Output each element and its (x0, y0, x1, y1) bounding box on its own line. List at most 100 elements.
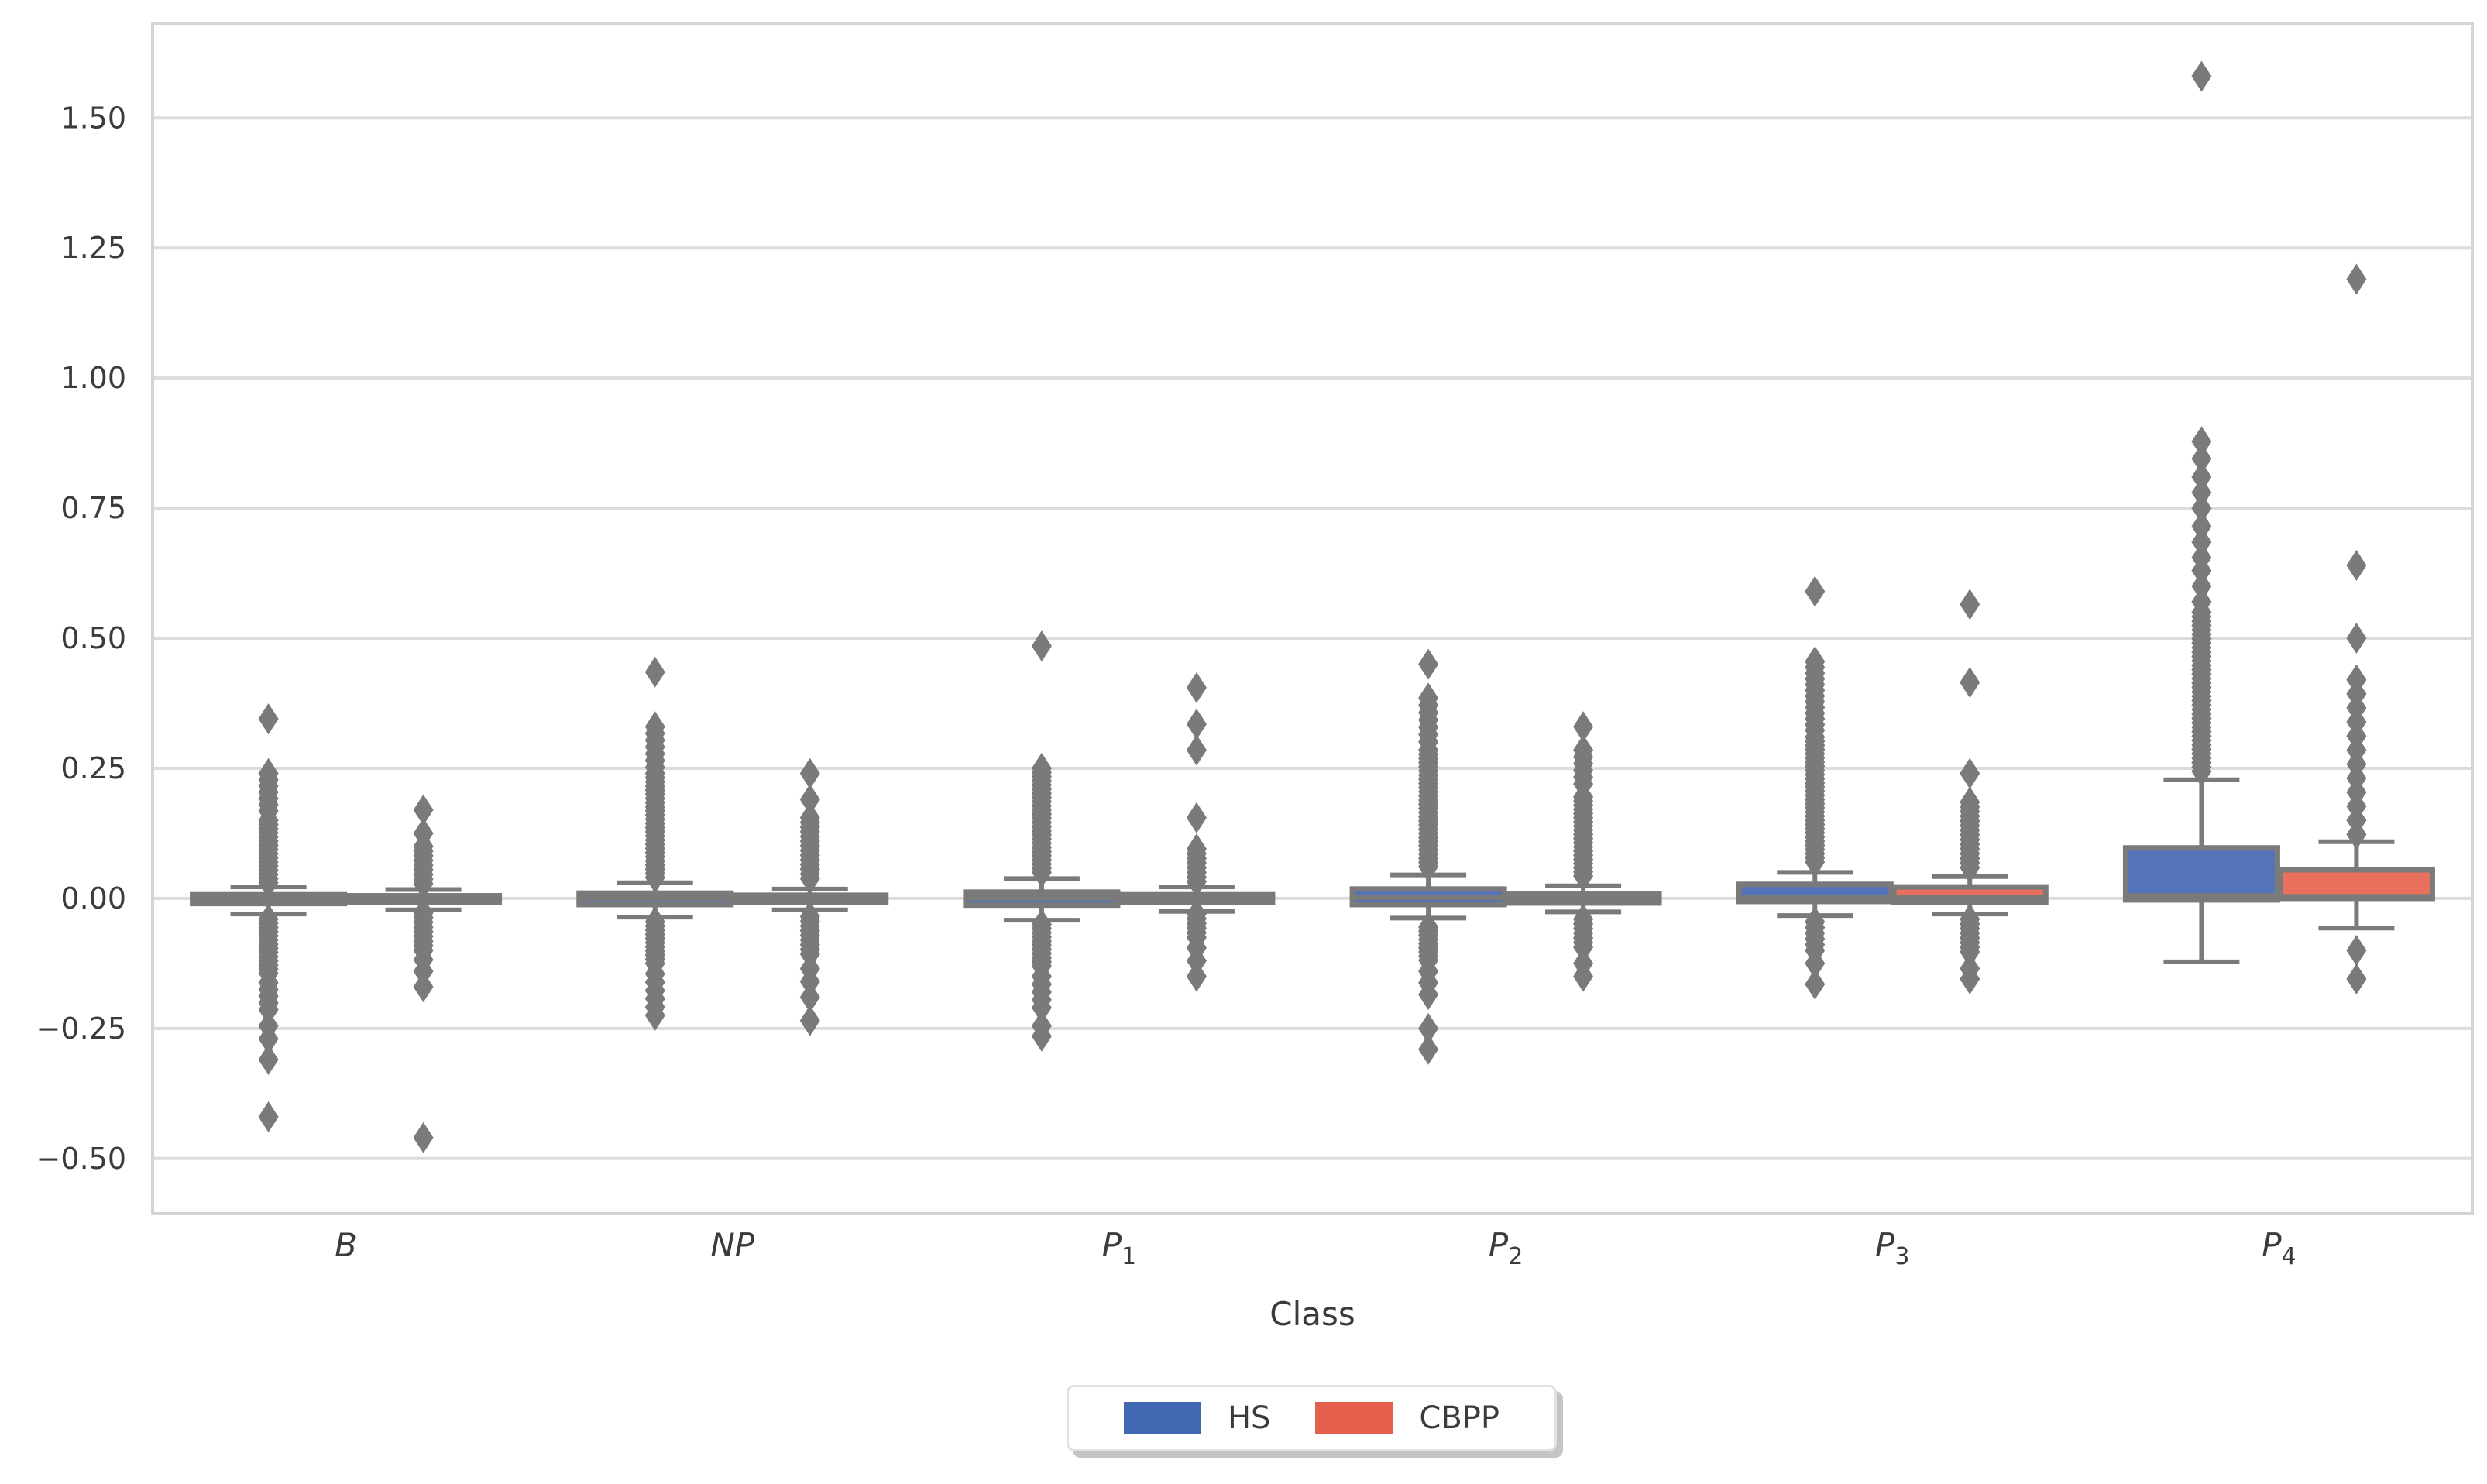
box-group-CBPP-P1 (1118, 672, 1276, 992)
flier-diamond (413, 868, 434, 900)
flier-diamond (2346, 263, 2367, 295)
flier-diamond (413, 794, 434, 826)
x-axis-title: Class (1269, 1295, 1355, 1333)
flier-diamond (1960, 936, 1980, 968)
flier-diamond (258, 1101, 279, 1133)
flier-diamond (1418, 1012, 1439, 1044)
flier-diamond (2191, 755, 2212, 787)
y-tick-label: 1.25 (60, 231, 126, 265)
flier-diamond (1805, 846, 1826, 878)
flier-diamond (1805, 575, 1826, 607)
box (2122, 845, 2280, 903)
box-group-CBPP-P4 (2277, 263, 2435, 995)
flier-diamond (1418, 850, 1439, 882)
flier-diamond (1186, 945, 1207, 977)
flier-diamond (1418, 1033, 1439, 1065)
flier-diamond (2346, 549, 2367, 581)
flier-diamond (1031, 630, 1052, 662)
flier-diamond (2191, 510, 2212, 542)
flier-diamond (2191, 476, 2212, 508)
flier-diamond (2191, 493, 2212, 524)
box-group-HS-P4 (2122, 60, 2280, 964)
flier-diamond (644, 656, 665, 688)
x-tick-label: P3 (1875, 1226, 1909, 1270)
flier-diamond (2346, 964, 2367, 995)
flier-diamond (799, 757, 820, 789)
flier-diamond (2191, 443, 2212, 475)
flier-diamond (1805, 968, 1826, 1000)
flier-diamond (1031, 857, 1052, 888)
flier-diamond (1186, 960, 1207, 992)
box-group-HS-P1 (963, 630, 1121, 1052)
flier-diamond (1186, 672, 1207, 703)
axes-spines (151, 22, 2474, 1215)
box-group-HS-NP (576, 656, 734, 1032)
flier-diamond (258, 703, 279, 735)
cbpp-color-swatch (1315, 1402, 1393, 1434)
flier-diamond (2346, 623, 2367, 654)
flier-diamond (799, 784, 820, 816)
legend-label-hs: HS (1227, 1400, 1271, 1436)
flier-diamond (1573, 960, 1594, 992)
flier-diamond (799, 863, 820, 895)
flier-diamond (1418, 648, 1439, 680)
legend-entry-hs: HS (1123, 1400, 1271, 1436)
box-group-CBPP-NP (731, 757, 889, 1036)
x-tick-label: P4 (2262, 1226, 2296, 1270)
flier-diamond (1960, 852, 1980, 884)
box-group-CBPP-B (345, 794, 503, 1153)
flier-diamond (258, 1044, 279, 1076)
flier-diamond (644, 862, 665, 894)
flier-diamond (2191, 426, 2212, 458)
flier-diamond (2346, 935, 2367, 967)
flier-diamond (258, 1023, 279, 1055)
box-group-HS-B (190, 703, 348, 1133)
y-tick-label: −0.50 (36, 1142, 126, 1176)
flier-diamond (1186, 708, 1207, 740)
flier-diamond (413, 955, 434, 987)
y-tick-label: 0.75 (60, 491, 126, 525)
legend-entry-cbpp: CBPP (1315, 1402, 1499, 1434)
y-tick-label: 0.00 (60, 881, 126, 915)
flier-diamond (1573, 711, 1594, 743)
flier-diamond (1031, 1020, 1052, 1052)
x-tick-label: B (335, 1226, 357, 1264)
flier-diamond (1573, 861, 1594, 892)
legend: HS CBPP (1067, 1385, 1557, 1451)
flier-diamond (799, 966, 820, 998)
flier-diamond (1186, 734, 1207, 766)
flier-diamond (1960, 757, 1980, 789)
flier-diamond (2191, 570, 2212, 602)
y-tick-label: 1.00 (60, 361, 126, 395)
box-group-CBPP-P2 (1504, 711, 1662, 992)
flier-diamond (2346, 819, 2367, 850)
flier-diamond (1960, 589, 1980, 620)
flier-diamond (1960, 964, 1980, 995)
box-group-CBPP-P3 (1891, 589, 2049, 995)
flier-diamond (1186, 802, 1207, 833)
flier-diamond (2191, 461, 2212, 493)
flier-diamond (1031, 991, 1052, 1023)
flier-diamond (1960, 667, 1980, 699)
flier-diamond (2191, 60, 2212, 92)
box (2277, 867, 2435, 902)
y-tick-label: 0.50 (60, 621, 126, 655)
flier-diamond (799, 1005, 820, 1036)
flier-diamond (1573, 932, 1594, 964)
y-tick-label: 1.50 (60, 101, 126, 135)
legend-label-cbpp: CBPP (1419, 1400, 1500, 1436)
hs-color-swatch (1123, 1402, 1201, 1434)
x-tick-label: P2 (1489, 1226, 1523, 1270)
box-group-HS-P2 (1349, 648, 1507, 1065)
flier-diamond (258, 867, 279, 898)
box-group-HS-P3 (1736, 575, 1894, 1000)
flier-diamond (2191, 555, 2212, 586)
flier-diamond (413, 1122, 434, 1153)
flier-diamond (799, 981, 820, 1013)
x-tick-label: P1 (1102, 1226, 1136, 1270)
y-tick-label: 0.25 (60, 751, 126, 785)
flier-diamond (258, 994, 279, 1025)
flier-diamond (1186, 866, 1207, 898)
